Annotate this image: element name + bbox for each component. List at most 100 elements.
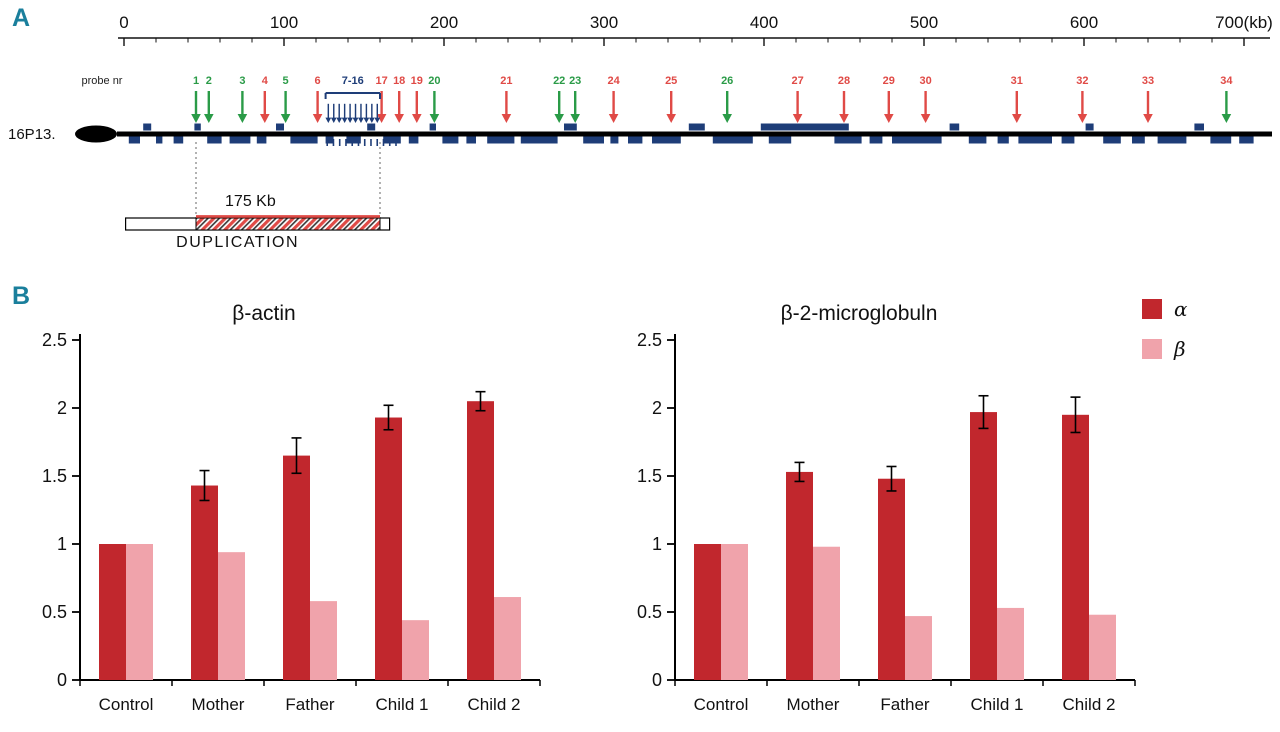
legend-item: β [1142, 337, 1188, 361]
ruler-tick-label: 0 [119, 13, 128, 32]
gene-box [256, 136, 267, 144]
ruler-last-tick-label: 700(kb) [1215, 13, 1273, 32]
probe-arrowhead-icon [347, 117, 353, 123]
probe-arrowhead-icon [501, 114, 512, 123]
gene-box [834, 136, 862, 144]
chart-title: β-2-microglobuln [781, 302, 938, 325]
bar-α [375, 417, 402, 680]
gene-box [949, 123, 960, 131]
gene-box [143, 123, 152, 131]
duplication-label: DUPLICATION [176, 234, 299, 251]
gene-box [628, 136, 643, 144]
probe-number: 17 [375, 75, 387, 87]
gene-box [408, 136, 419, 144]
probe-number: 27 [791, 75, 803, 87]
probe-arrowhead-icon [341, 117, 348, 123]
probe-arrowhead-icon [325, 117, 332, 123]
probe-arrowhead-icon [237, 114, 248, 123]
probe-arrowhead-icon [1012, 114, 1022, 123]
legend-item: α [1142, 297, 1188, 321]
probe-number: 22 [553, 75, 565, 87]
probe-arrowhead-icon [336, 117, 343, 123]
probe-arrowhead-icon [280, 114, 291, 123]
category-label: Control [694, 695, 749, 714]
duplication-hatched-region [195, 217, 381, 231]
gene-box [429, 123, 436, 131]
chromosome-label: 16P13. [8, 126, 56, 143]
bar-β [813, 546, 840, 680]
probe-arrowhead-icon [374, 117, 381, 123]
category-label: Control [99, 695, 154, 714]
probe-number: 4 [262, 75, 269, 87]
panel-b-label: B [12, 282, 31, 310]
probe-arrowhead-icon [352, 117, 359, 123]
bar-β [402, 620, 429, 680]
probe-number: 21 [500, 75, 512, 87]
probe-number: 33 [1142, 75, 1154, 87]
gene-box [1210, 136, 1232, 144]
probe-number: 26 [721, 75, 733, 87]
gene-box [892, 136, 942, 144]
category-label: Child 2 [468, 695, 521, 714]
bar-β [494, 597, 521, 680]
y-tick-label: 1.5 [637, 466, 662, 486]
probe-number: 24 [607, 75, 620, 87]
gene-box [383, 136, 401, 144]
category-label: Father [880, 695, 929, 714]
y-tick-label: 2.5 [637, 330, 662, 350]
legend-label: β [1174, 337, 1186, 361]
gene-box [997, 136, 1009, 144]
gene-box [1194, 123, 1204, 131]
genomic-map-panel: 0 100 200 300 400 500 600 700(kb)probe nr 1 2 3 4 5 6… [8, 13, 1273, 251]
gene-box [194, 123, 201, 131]
gene-box [346, 136, 361, 144]
probe-nr-label: probe nr [82, 75, 123, 87]
y-tick-label: 1.5 [42, 466, 67, 486]
bar-β [905, 616, 932, 680]
legend-label: α [1174, 297, 1188, 321]
gene-box [583, 136, 604, 144]
probe-arrowhead-icon [358, 117, 364, 123]
legend-swatch-icon [1142, 299, 1162, 319]
y-tick-label: 1 [652, 534, 662, 554]
probe-arrowhead-icon [376, 114, 387, 123]
y-tick-label: 2 [57, 398, 67, 418]
bar-α [878, 478, 905, 680]
gene-box [968, 136, 987, 144]
gene-box [712, 136, 753, 144]
y-tick-label: 2 [652, 398, 662, 418]
beta-actin-bar-chart: β-actin 0 0.5 1 1.5 2 2.5 Control Mother Father Ch… [42, 302, 541, 714]
ruler-tick-label: 400 [750, 13, 778, 32]
bar-β [126, 544, 153, 680]
gene-box [1157, 136, 1187, 144]
gene-box [487, 136, 515, 144]
probe-number: 5 [283, 75, 289, 87]
bar-β [721, 544, 748, 680]
probe-number: 19 [411, 75, 423, 87]
gene-box [688, 123, 705, 131]
ruler-tick-label: 100 [270, 13, 298, 32]
probe-arrowhead-icon [260, 114, 270, 123]
probe-arrowhead-icon [191, 114, 201, 123]
bar-α [283, 455, 310, 680]
y-tick-label: 0 [652, 670, 662, 690]
gene-box [229, 136, 251, 144]
probe-arrowhead-icon [884, 114, 894, 123]
category-label: Mother [787, 695, 840, 714]
gene-box [869, 136, 883, 144]
gene-box [156, 136, 163, 144]
gene-box [1061, 136, 1075, 144]
category-label: Child 1 [971, 695, 1024, 714]
probe-number: 31 [1011, 75, 1023, 87]
probe-number: 28 [838, 75, 850, 87]
bar-β [218, 552, 245, 680]
bar-β [310, 601, 337, 680]
bar-α [786, 471, 813, 680]
probe-arrowhead-icon [363, 117, 370, 123]
probe-number: 34 [1220, 75, 1233, 87]
gene-box [207, 136, 222, 144]
bar-α [970, 412, 997, 680]
y-tick-label: 2.5 [42, 330, 67, 350]
